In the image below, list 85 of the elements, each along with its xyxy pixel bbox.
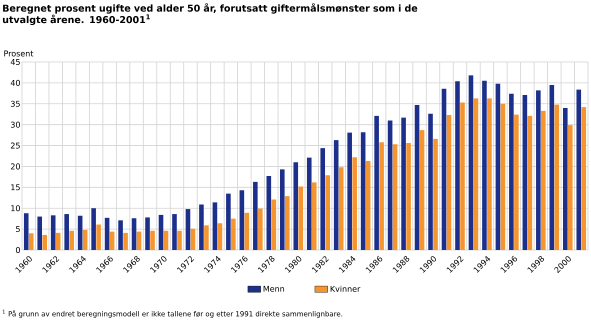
bar xyxy=(487,98,492,250)
bar xyxy=(218,223,222,250)
bar xyxy=(576,90,582,250)
bar xyxy=(226,194,231,250)
bar xyxy=(164,230,168,250)
bar xyxy=(562,108,568,250)
bar xyxy=(379,142,384,250)
bar xyxy=(240,190,244,250)
bar xyxy=(64,214,69,250)
bar xyxy=(347,132,352,250)
bar xyxy=(312,182,317,250)
bar xyxy=(199,204,204,250)
bar xyxy=(338,167,344,250)
bar xyxy=(388,120,392,250)
bar xyxy=(118,220,123,250)
bar xyxy=(306,158,312,250)
bar xyxy=(28,233,34,250)
bar xyxy=(132,218,136,250)
bar xyxy=(414,105,420,250)
bar xyxy=(550,84,554,250)
bar xyxy=(460,102,465,250)
bar xyxy=(284,196,290,250)
bar xyxy=(366,161,370,250)
bar xyxy=(474,98,478,250)
chart-title: Beregnet prosent ugifte ved alder 50 år, forutsatt giftermålsmønster som i de utvalgte årene. 1960-2001$^{1}$ xyxy=(2,3,418,26)
bar xyxy=(104,218,110,250)
bar xyxy=(177,230,182,250)
bar xyxy=(82,230,88,250)
bar xyxy=(401,118,406,250)
bar xyxy=(392,144,398,250)
bar xyxy=(536,90,541,250)
bar xyxy=(360,132,366,250)
bar xyxy=(212,202,218,250)
bar xyxy=(374,116,379,250)
bar xyxy=(145,217,150,250)
bar xyxy=(186,209,190,250)
bar xyxy=(500,104,506,250)
bar xyxy=(204,225,209,250)
bar xyxy=(96,224,101,250)
bar xyxy=(280,169,285,250)
bar xyxy=(172,214,177,250)
bar xyxy=(78,216,82,250)
bar xyxy=(325,175,330,250)
bar xyxy=(244,212,250,250)
bar xyxy=(69,230,74,250)
bar xyxy=(455,81,460,250)
bar xyxy=(37,216,42,250)
bar xyxy=(158,214,164,250)
bar xyxy=(334,140,338,250)
bar xyxy=(528,116,532,250)
bar xyxy=(420,130,424,250)
bar xyxy=(231,218,236,250)
bar xyxy=(442,88,446,250)
bar xyxy=(298,186,304,250)
bar xyxy=(496,84,500,250)
bar xyxy=(554,104,560,250)
bar xyxy=(136,232,142,250)
bar xyxy=(482,80,487,250)
bar xyxy=(24,213,29,250)
bar xyxy=(541,110,546,250)
bar xyxy=(272,199,276,250)
bar xyxy=(190,228,196,250)
bar xyxy=(428,114,433,250)
bar xyxy=(150,230,155,250)
bar xyxy=(468,75,474,250)
bar xyxy=(568,125,573,250)
bar xyxy=(50,215,56,250)
bar xyxy=(266,176,272,250)
bar xyxy=(406,143,411,250)
bar xyxy=(514,114,519,250)
bar xyxy=(258,208,263,250)
bar xyxy=(320,148,326,250)
bar xyxy=(91,208,96,250)
bar xyxy=(293,162,298,250)
bar xyxy=(123,232,128,250)
bar xyxy=(42,234,48,250)
bar xyxy=(56,232,60,250)
bar xyxy=(581,107,586,250)
bar xyxy=(509,94,514,250)
bar xyxy=(110,232,114,250)
bar xyxy=(433,138,438,250)
bar xyxy=(352,157,357,250)
bar xyxy=(253,182,258,250)
bar xyxy=(522,95,528,250)
bar xyxy=(446,115,452,250)
